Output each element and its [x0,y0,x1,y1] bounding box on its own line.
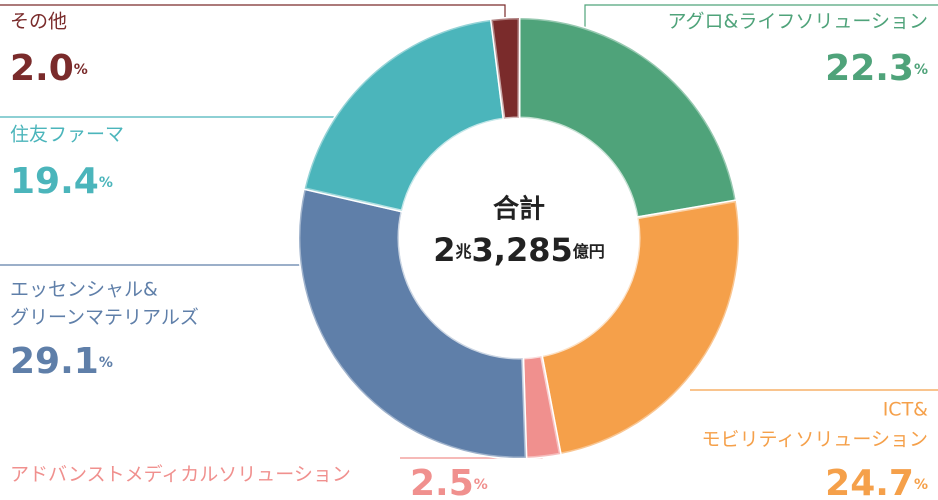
value-label: 24.7% [825,463,928,500]
center-total: 2兆3,285億円 [433,231,605,269]
category-label: エッセンシャル& [10,279,158,301]
category-label: グリーンマテリアルズ [10,307,199,329]
category-label: モビリティソリューション [702,429,928,451]
category-label: ICT& [883,399,928,421]
center-title: 合計 [493,194,545,225]
category-label: 住友ファーマ [10,124,124,146]
category-label: アドバンストメディカルソリューション [10,464,351,486]
value-label: 19.4% [10,161,113,202]
value-label: 2.5% [410,463,488,500]
category-label: その他 [10,11,67,33]
category-label: アグロ&ライフソリューション [668,11,929,33]
value-label: 29.1% [10,341,113,382]
donut-hole [399,118,639,358]
value-label: 2.0% [10,48,88,89]
value-label: 22.3% [825,48,928,89]
leader-line [0,4,506,20]
